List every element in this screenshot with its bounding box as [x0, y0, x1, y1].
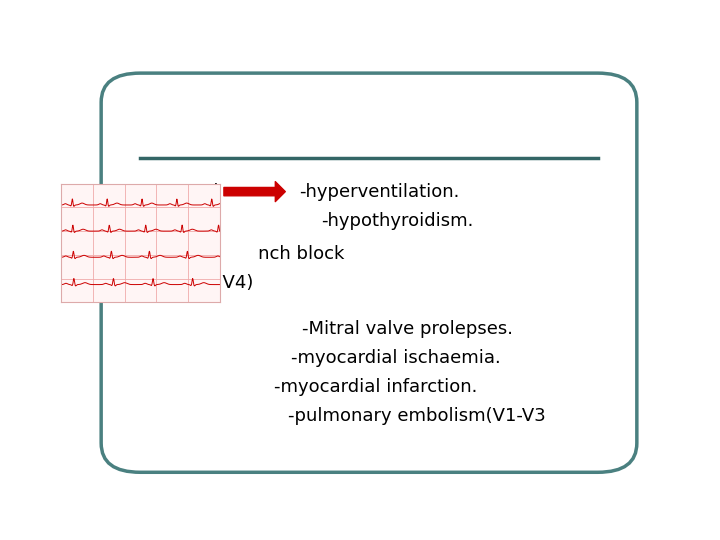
Text: -Mitral valve prolepses.: -Mitral valve prolepses.: [302, 320, 513, 338]
Text: -left                      nch block: -left nch block: [96, 245, 344, 263]
Text: -myocardial ischaemia.: -myocardial ischaemia.: [291, 349, 500, 367]
Text: -myocardial infarction.: -myocardial infarction.: [274, 378, 477, 396]
Text: -hyperventilation.: -hyperventilation.: [300, 183, 459, 201]
Text: -hypothyroidism.: -hypothyroidism.: [322, 212, 474, 230]
FancyBboxPatch shape: [101, 73, 637, 472]
Text: Inverted: Inverted: [143, 183, 218, 201]
Text: V4): V4): [96, 274, 253, 292]
Text: -pulmonary embolism(V1-V3: -pulmonary embolism(V1-V3: [288, 407, 546, 425]
Text: `: `: [138, 301, 145, 315]
